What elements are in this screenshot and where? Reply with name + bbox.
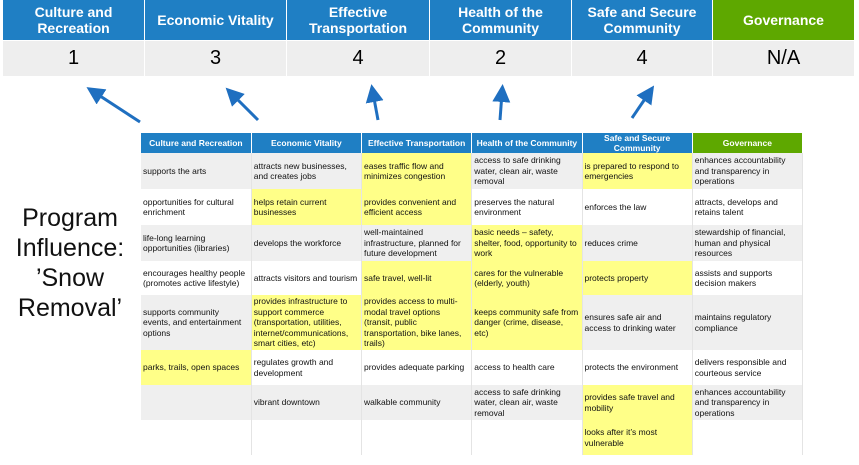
table-header: Safe and Secure Community: [582, 133, 693, 153]
arrow-icon: [365, 84, 384, 121]
arrow-icon: [86, 87, 141, 124]
table-cell: vibrant downtown: [251, 385, 363, 420]
table-cell: [141, 385, 252, 420]
table-cell: opportunities for cultural enrichment: [141, 189, 252, 225]
arrow-icon: [492, 84, 511, 121]
table-header: Health of the Community: [471, 133, 583, 153]
table-row: parks, trails, open spaces regulates grow…: [141, 350, 804, 385]
table-cell: enhances accountability and transparency…: [692, 385, 804, 420]
table-cell: protects property: [582, 261, 693, 295]
table-cell: encourages healthy people (promotes acti…: [141, 261, 252, 295]
table-cell: preserves the natural environment: [471, 189, 583, 225]
table-cell: delivers responsible and courteous servi…: [692, 350, 804, 385]
summary-score: 2: [430, 40, 572, 76]
table-row: supports the arts attracts new businesses…: [141, 153, 804, 189]
summary-header: Effective Transportation: [287, 0, 430, 40]
table-cell: well-maintained infrastructure, planned …: [361, 225, 473, 261]
summary-header: Governance: [713, 0, 855, 40]
table-cell: assists and supports decision makers: [692, 261, 804, 295]
table-cell: regulates growth and development: [251, 350, 363, 385]
table-cell: is prepared to respond to emergencies: [582, 153, 693, 189]
table-cell: access to safe drinking water, clean air…: [471, 153, 583, 189]
table-cell: walkable community: [361, 385, 473, 420]
table-cell: cares for the vulnerable (elderly, youth…: [471, 261, 583, 295]
table-cell: develops the workforce: [251, 225, 363, 261]
attributes-table: Culture and Recreation Economic Vitality E…: [141, 133, 804, 455]
table-row: encourages healthy people (promotes acti…: [141, 261, 804, 295]
table-header: Economic Vitality: [251, 133, 363, 153]
table-cell: attracts visitors and tourism: [251, 261, 363, 295]
summary-score: 4: [572, 40, 713, 76]
table-cell: life-long learning opportunities (librar…: [141, 225, 252, 261]
table-row: supports community events, and entertain…: [141, 295, 804, 350]
table-cell: [141, 420, 252, 455]
summary-grid: Culture and Recreation Economic Vitality E…: [3, 0, 855, 76]
table-cell: ensures safe air and access to drinking …: [582, 295, 693, 350]
summary-score: 4: [287, 40, 430, 76]
summary-header: Economic Vitality: [145, 0, 287, 40]
table-row: looks after it’s most vulnerable: [141, 420, 804, 455]
table-header: Governance: [692, 133, 804, 153]
table-cell: eases traffic flow and minimizes congest…: [361, 153, 473, 189]
summary-score: N/A: [713, 40, 855, 76]
table-row: life-long learning opportunities (librar…: [141, 225, 804, 261]
summary-score: 1: [3, 40, 145, 76]
table-cell: safe travel, well-lit: [361, 261, 473, 295]
table-cell: helps retain current businesses: [251, 189, 363, 225]
summary-score: 3: [145, 40, 287, 76]
table-cell: provides convenient and efficient access: [361, 189, 473, 225]
table-cell: [251, 420, 363, 455]
summary-header: Culture and Recreation: [3, 0, 145, 40]
arrows: [86, 84, 655, 124]
table-cell: attracts new businesses, and creates job…: [251, 153, 363, 189]
table-cell: maintains regulatory compliance: [692, 295, 804, 350]
summary-header: Health of the Community: [430, 0, 572, 40]
table-cell: [692, 420, 804, 455]
table-cell: reduces crime: [582, 225, 693, 261]
arrow-icon: [630, 85, 655, 119]
table-cell: basic needs – safety, shelter, food, opp…: [471, 225, 583, 261]
table-cell: provides access to multi-modal travel op…: [361, 295, 473, 350]
table-cell: access to health care: [471, 350, 583, 385]
table-cell: keeps community safe from danger (crime,…: [471, 295, 583, 350]
table-cell: provides adequate parking: [361, 350, 473, 385]
table-cell: [471, 420, 583, 455]
table-cell: supports community events, and entertain…: [141, 295, 252, 350]
table-cell: provides infrastructure to support comme…: [251, 295, 363, 350]
table-cell: looks after it’s most vulnerable: [582, 420, 693, 455]
table-cell: parks, trails, open spaces: [141, 350, 252, 385]
table-cell: enhances accountability and transparency…: [692, 153, 804, 189]
table-cell: enforces the law: [582, 189, 693, 225]
table-cell: [361, 420, 473, 455]
table-cell: attracts, develops and retains talent: [692, 189, 804, 225]
table-cell: supports the arts: [141, 153, 252, 189]
table-row: vibrant downtown walkable community access…: [141, 385, 804, 420]
table-row: opportunities for cultural enrichment hel…: [141, 189, 804, 225]
table-cell: provides safe travel and mobility: [582, 385, 693, 420]
summary-header: Safe and Secure Community: [572, 0, 713, 40]
table-cell: access to safe drinking water, clean air…: [471, 385, 583, 420]
table-cell: protects the environment: [582, 350, 693, 385]
arrow-icon: [225, 87, 260, 122]
program-label: Program Influence: ’Snow Removal’: [15, 204, 125, 322]
table-cell: stewardship of financial, human and phys…: [692, 225, 804, 261]
table-header: Effective Transportation: [361, 133, 473, 153]
table-header: Culture and Recreation: [141, 133, 252, 153]
